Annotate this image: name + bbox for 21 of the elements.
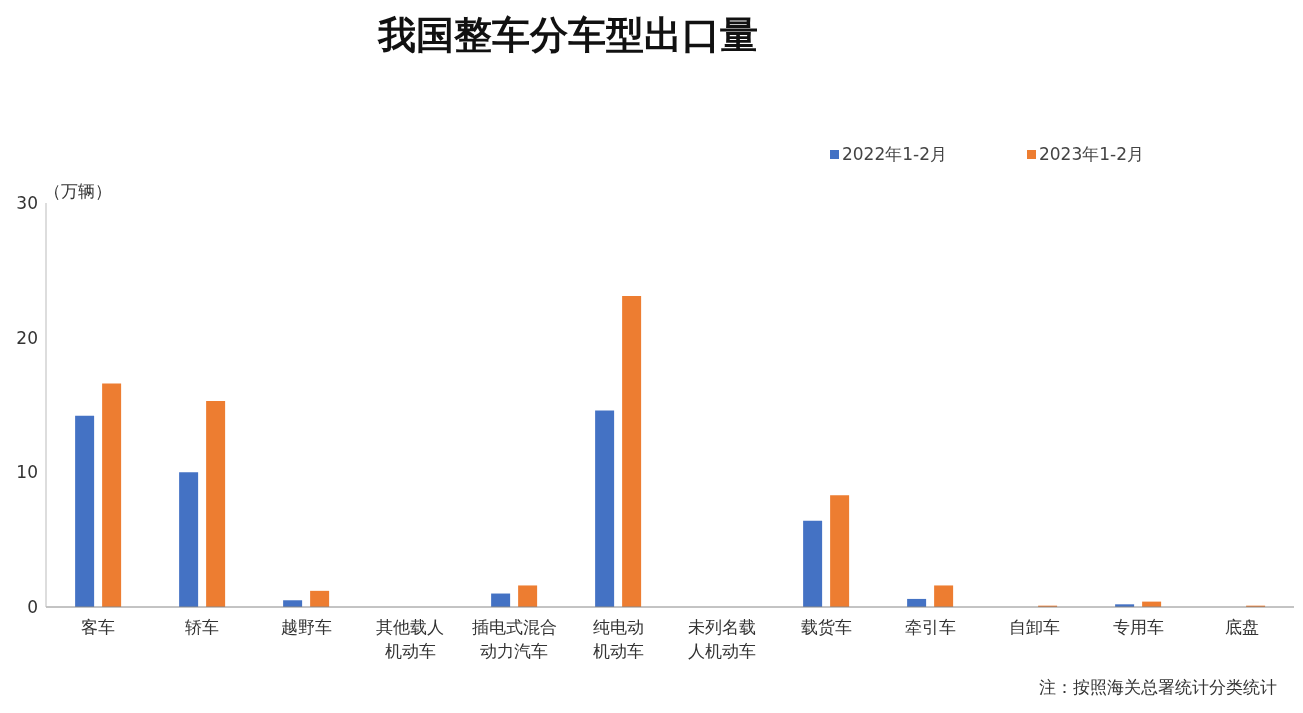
x-tick-label: 轿车 (185, 617, 219, 637)
x-tick-label: 越野车 (280, 617, 332, 637)
x-tick-label: 自卸车 (1008, 617, 1060, 637)
y-axis-title: （万辆） (44, 180, 112, 203)
y-tick-label: 0 (27, 597, 38, 618)
x-tick-label: 牵引车 (904, 617, 956, 637)
x-tick-label: 插电式混合动力汽车 (471, 617, 557, 661)
x-tick-label: 未列名载人机动车 (688, 617, 756, 661)
x-tick-label: 客车 (81, 617, 115, 637)
x-tick-label: 专用车 (1112, 617, 1164, 637)
x-tick-label: 纯电动机动车 (592, 617, 644, 661)
legend-label: 2023年1-2月 (1037, 143, 1144, 166)
x-tick-label: 其他载人机动车 (376, 617, 444, 661)
x-tick-label: 载货车 (800, 617, 852, 637)
x-tick-label: 底盘 (1225, 617, 1259, 637)
chart-title: 我国整车分车型出口量 (376, 13, 759, 58)
y-tick-label: 20 (16, 327, 38, 348)
y-tick-label: 10 (16, 462, 38, 483)
legend-label: 2022年1-2月 (840, 143, 947, 166)
y-tick-label: 30 (16, 193, 38, 214)
text: 注：按照海关总署统计分类统计 (1039, 676, 1277, 699)
